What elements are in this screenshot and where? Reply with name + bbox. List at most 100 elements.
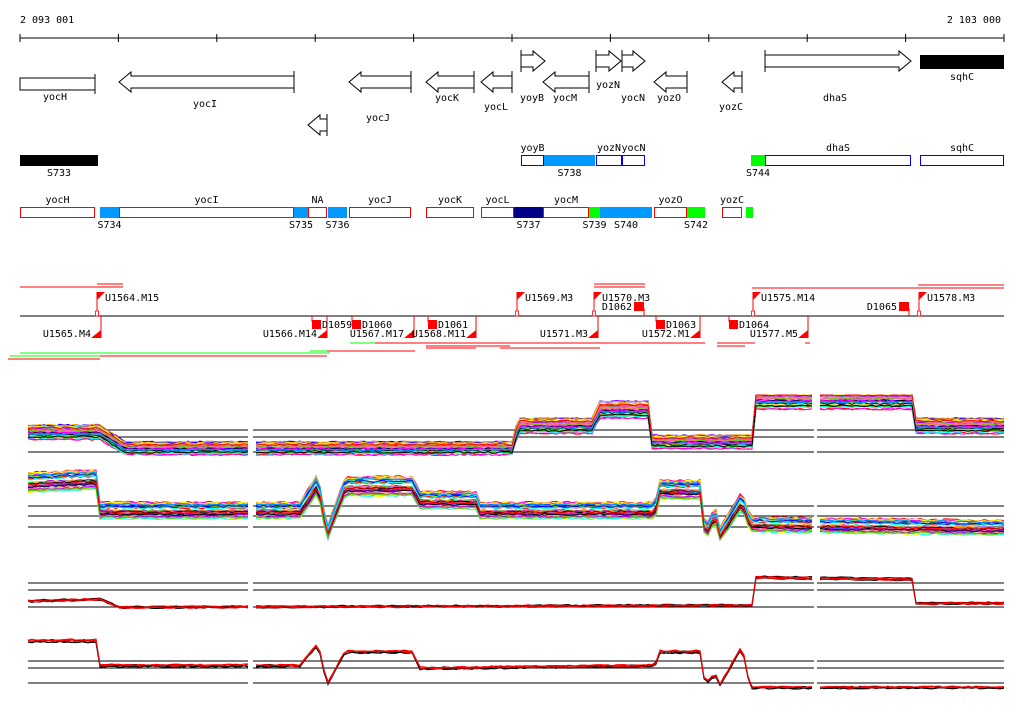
feature-U1571.M3[interactable]: U1571.M3 xyxy=(540,316,599,340)
feature-U1565.M4[interactable]: U1565.M4 xyxy=(43,316,102,340)
feature-D1062[interactable]: D1062 xyxy=(602,302,645,316)
feature-D1065[interactable]: D1065 xyxy=(867,302,910,316)
feature-label: U1572.M1 xyxy=(642,329,690,340)
segment-yozN[interactable]: yozN xyxy=(596,143,622,166)
segment-yocK[interactable]: yocK xyxy=(426,195,474,218)
segment-label: S740 xyxy=(614,220,638,231)
ruler-start-label: 2 093 001 xyxy=(20,15,74,26)
gene-label: yozO xyxy=(657,93,681,104)
gene-label: yocJ xyxy=(366,113,390,124)
segment-sqhC[interactable]: sqhC xyxy=(920,143,1004,166)
gene-yocL[interactable]: yocL xyxy=(480,70,513,113)
gene-yozC[interactable]: yozC xyxy=(719,70,743,113)
feature-U1569.M3[interactable]: U1569.M3 xyxy=(515,292,574,317)
feature-U1575.M14[interactable]: U1575.M14 xyxy=(751,292,816,317)
feature-label: U1564.M15 xyxy=(105,293,159,304)
gene-yocJ[interactable]: yocJ xyxy=(348,70,412,124)
expression-line xyxy=(27,575,1005,608)
segment-label: yozN xyxy=(597,143,621,154)
feature-label: U1570.M3 xyxy=(602,293,650,304)
gene-yozN[interactable]: yozN xyxy=(595,49,622,91)
segment-S737[interactable]: S737 xyxy=(514,207,543,231)
expression-line xyxy=(27,575,1005,608)
feature-label: D1063 xyxy=(666,320,696,331)
feature-label: U1569.M3 xyxy=(525,293,573,304)
segment-yocJ[interactable]: yocJ xyxy=(349,195,411,218)
gene-yocI[interactable]: yocI xyxy=(118,70,295,110)
segment-NA[interactable]: NA xyxy=(308,195,327,218)
expression-line xyxy=(27,471,1005,532)
feature-label: U1567.M17 xyxy=(350,329,404,340)
feature-U1570.M3[interactable]: U1570.M3 xyxy=(592,292,651,317)
segment-S739[interactable]: S739 xyxy=(582,207,607,231)
gene-label: yoyB xyxy=(520,93,544,104)
expression-profile-plots xyxy=(27,390,1005,695)
feature-D1059[interactable]: D1059 xyxy=(311,316,352,331)
segment-S734[interactable]: S734 xyxy=(97,207,122,231)
segment-dhaS[interactable]: dhaS xyxy=(765,143,911,166)
segment-label: S744 xyxy=(746,168,770,179)
feature-U1572.M1[interactable]: U1572.M1 xyxy=(642,316,701,340)
segment-yocL[interactable]: yocL xyxy=(481,195,514,218)
gene-yocM[interactable]: yocM xyxy=(542,70,590,104)
feature-label: U1577.M5 xyxy=(750,329,798,340)
feature-U1577.M5[interactable]: U1577.M5 xyxy=(750,316,809,340)
gene-label: yocH xyxy=(43,92,67,103)
gene-yocK[interactable]: yocK xyxy=(425,70,475,104)
segment-yocI[interactable]: yocI xyxy=(119,195,294,218)
gene-sqhC[interactable]: sqhC xyxy=(920,55,1004,83)
segment-yocH[interactable]: yocH xyxy=(20,195,95,218)
minus-strand-segment-track: yocH S734 yocI S735 NA S736 yocJ yocK yocL S737 yo… xyxy=(20,195,753,231)
gene-yozO[interactable]: yozO xyxy=(653,70,688,104)
segment-label: yoyB xyxy=(520,143,544,154)
plus-strand-segment-track: S733 yoyB S738 yozN yocN S744 dhaS sqhC xyxy=(20,143,1004,179)
feature-U1567.M17[interactable]: U1567.M17 xyxy=(350,316,415,340)
feature-label: D1062 xyxy=(602,302,632,313)
expression-line xyxy=(27,639,1005,689)
segment-label: sqhC xyxy=(950,143,974,154)
segment-S742[interactable]: S742 xyxy=(684,207,708,231)
feature-U1566.M14[interactable]: U1566.M14 xyxy=(263,316,328,340)
gene-yoyB[interactable]: yoyB xyxy=(520,49,546,104)
segment-label: S734 xyxy=(97,220,121,231)
gene-unnamed[interactable] xyxy=(307,113,328,137)
segment-label: yocJ xyxy=(368,195,392,206)
expression-panel-4 xyxy=(27,630,1005,695)
feature-label: D1061 xyxy=(438,320,468,331)
segment-yoyB[interactable]: yoyB xyxy=(520,143,545,166)
feature-U1564.M15[interactable]: U1564.M15 xyxy=(95,292,160,317)
segment-S736[interactable]: S736 xyxy=(325,207,350,231)
ruler-end-label: 2 103 000 xyxy=(947,15,1001,26)
feature-D1060[interactable]: D1060 xyxy=(351,316,392,331)
segment-yocN[interactable]: yocN xyxy=(621,143,646,166)
feature-U1568.M11[interactable]: U1568.M11 xyxy=(412,316,477,340)
feature-label: D1059 xyxy=(322,320,352,331)
gene-label: yocM xyxy=(553,93,577,104)
segment-label: yocH xyxy=(45,195,69,206)
segment-label: S736 xyxy=(325,220,349,231)
feature-label: U1568.M11 xyxy=(412,329,466,340)
segment-yozC[interactable]: yozC xyxy=(720,195,744,218)
expression-line xyxy=(27,487,1005,542)
feature-D1064[interactable]: D1064 xyxy=(728,316,769,331)
segment-yozO[interactable]: yozO xyxy=(654,195,687,218)
gene-yocH[interactable]: yocH xyxy=(19,74,96,103)
segment-S733[interactable]: S733 xyxy=(20,155,98,179)
segment-S744[interactable]: S744 xyxy=(746,155,770,179)
feature-D1063[interactable]: D1063 xyxy=(655,316,696,331)
gene-yocN[interactable]: yocN xyxy=(621,49,646,104)
expression-panel-2 xyxy=(27,465,1005,545)
segment-label: yocM xyxy=(554,195,578,206)
feature-U1578.M3[interactable]: U1578.M3 xyxy=(917,292,976,317)
segment-S738[interactable]: S738 xyxy=(544,155,595,179)
gene-label: yocL xyxy=(484,102,508,113)
segment-yocM[interactable]: yocM xyxy=(543,195,589,218)
segment-unlabeled[interactable] xyxy=(746,207,753,218)
gene-label: sqhC xyxy=(950,72,974,83)
gene-dhaS[interactable]: dhaS xyxy=(764,49,912,104)
feature-D1061[interactable]: D1061 xyxy=(427,316,468,331)
segment-S740[interactable]: S740 xyxy=(600,207,652,231)
expression-line xyxy=(27,576,1005,609)
segment-label: NA xyxy=(311,195,323,206)
segment-S735[interactable]: S735 xyxy=(289,207,313,231)
